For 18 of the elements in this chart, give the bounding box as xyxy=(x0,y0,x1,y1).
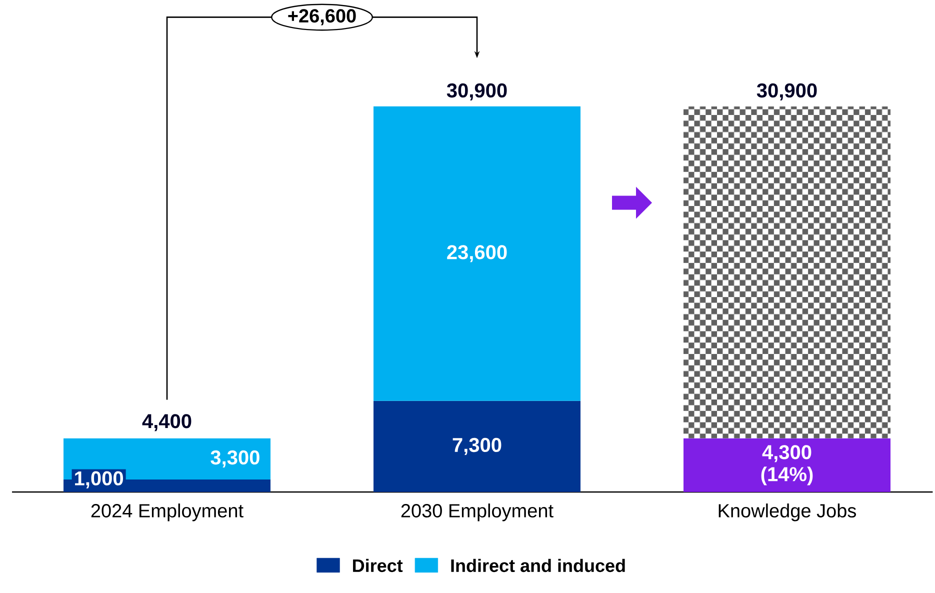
data-label: 1,000 xyxy=(75,471,124,488)
data-label: 4,300 (14%) xyxy=(761,445,813,486)
legend-label: Indirect and induced xyxy=(451,558,625,572)
annotation: 30,900 xyxy=(756,83,817,100)
data-label: 7,300 xyxy=(452,438,502,455)
annotation: 30,900 xyxy=(446,83,507,100)
bar xyxy=(374,400,581,492)
bar xyxy=(374,106,581,401)
bar xyxy=(684,106,891,438)
x-tick-label: Knowledge Jobs xyxy=(718,504,856,522)
data-label: 3,300 xyxy=(210,450,260,468)
legend-label: Direct xyxy=(353,558,403,572)
bar xyxy=(684,438,891,492)
text: +26,600 xyxy=(288,9,356,26)
annotation: 4,400 xyxy=(142,414,192,432)
data-label: 23,600 xyxy=(447,245,507,262)
x-tick-label: 2024 Employment xyxy=(91,504,244,522)
x-tick-label: 2030 Employment xyxy=(401,504,554,522)
